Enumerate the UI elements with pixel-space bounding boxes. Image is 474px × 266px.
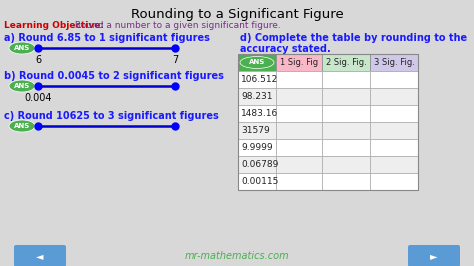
Text: 6: 6: [35, 55, 41, 65]
Text: 1483.16: 1483.16: [241, 109, 278, 118]
Bar: [370, 54, 418, 71]
Ellipse shape: [240, 56, 274, 69]
Bar: [276, 105, 322, 122]
Ellipse shape: [9, 42, 35, 54]
Text: a) Round 6.85 to 1 significant figures: a) Round 6.85 to 1 significant figures: [4, 33, 210, 43]
Bar: [238, 156, 276, 173]
Text: ANS: ANS: [14, 45, 30, 51]
Text: Learning Objective:: Learning Objective:: [4, 21, 104, 30]
Bar: [276, 122, 322, 139]
Bar: [238, 173, 276, 190]
Bar: [238, 122, 276, 139]
Bar: [370, 173, 418, 190]
Bar: [276, 173, 322, 190]
Bar: [276, 71, 322, 88]
Bar: [322, 122, 370, 139]
Bar: [238, 139, 276, 156]
Text: 0.06789: 0.06789: [241, 160, 278, 169]
Bar: [370, 122, 418, 139]
Bar: [322, 156, 370, 173]
Text: 1 Sig. Fig: 1 Sig. Fig: [280, 58, 318, 67]
Bar: [238, 54, 276, 71]
Text: 106.512: 106.512: [241, 75, 278, 84]
Bar: [322, 54, 370, 71]
Bar: [238, 88, 276, 105]
Text: ANS: ANS: [14, 123, 30, 129]
Text: d) Complete the table by rounding to the: d) Complete the table by rounding to the: [240, 33, 467, 43]
Bar: [322, 173, 370, 190]
Text: Round a number to a given significant figure.: Round a number to a given significant fi…: [72, 21, 281, 30]
Text: c) Round 10625 to 3 significant figures: c) Round 10625 to 3 significant figures: [4, 111, 219, 121]
Bar: [238, 71, 276, 88]
Bar: [322, 105, 370, 122]
Bar: [370, 156, 418, 173]
Bar: [238, 54, 418, 190]
Bar: [276, 156, 322, 173]
Ellipse shape: [9, 80, 35, 92]
Bar: [322, 88, 370, 105]
Bar: [276, 54, 322, 71]
Text: 3 Sig. Fig.: 3 Sig. Fig.: [374, 58, 414, 67]
Text: ◄: ◄: [36, 251, 44, 261]
Text: 0.00115: 0.00115: [241, 177, 278, 186]
Text: 2 Sig. Fig.: 2 Sig. Fig.: [326, 58, 366, 67]
Ellipse shape: [9, 120, 35, 132]
Text: ►: ►: [430, 251, 438, 261]
Bar: [276, 139, 322, 156]
FancyBboxPatch shape: [14, 245, 66, 266]
Text: ANS: ANS: [249, 60, 265, 65]
Bar: [276, 88, 322, 105]
FancyBboxPatch shape: [408, 245, 460, 266]
Bar: [370, 139, 418, 156]
Text: ANS: ANS: [14, 83, 30, 89]
Bar: [370, 71, 418, 88]
Text: mr-mathematics.com: mr-mathematics.com: [185, 251, 289, 261]
Text: accuracy stated.: accuracy stated.: [240, 44, 331, 54]
Text: 0.004: 0.004: [24, 93, 52, 103]
Text: Rounding to a Significant Figure: Rounding to a Significant Figure: [131, 8, 343, 21]
Text: 31579: 31579: [241, 126, 270, 135]
Text: b) Round 0.0045 to 2 significant figures: b) Round 0.0045 to 2 significant figures: [4, 71, 224, 81]
Bar: [238, 105, 276, 122]
Bar: [322, 139, 370, 156]
Text: 7: 7: [172, 55, 178, 65]
Text: 98.231: 98.231: [241, 92, 273, 101]
Bar: [370, 105, 418, 122]
Bar: [322, 71, 370, 88]
Bar: [370, 88, 418, 105]
Text: 9.9999: 9.9999: [241, 143, 273, 152]
